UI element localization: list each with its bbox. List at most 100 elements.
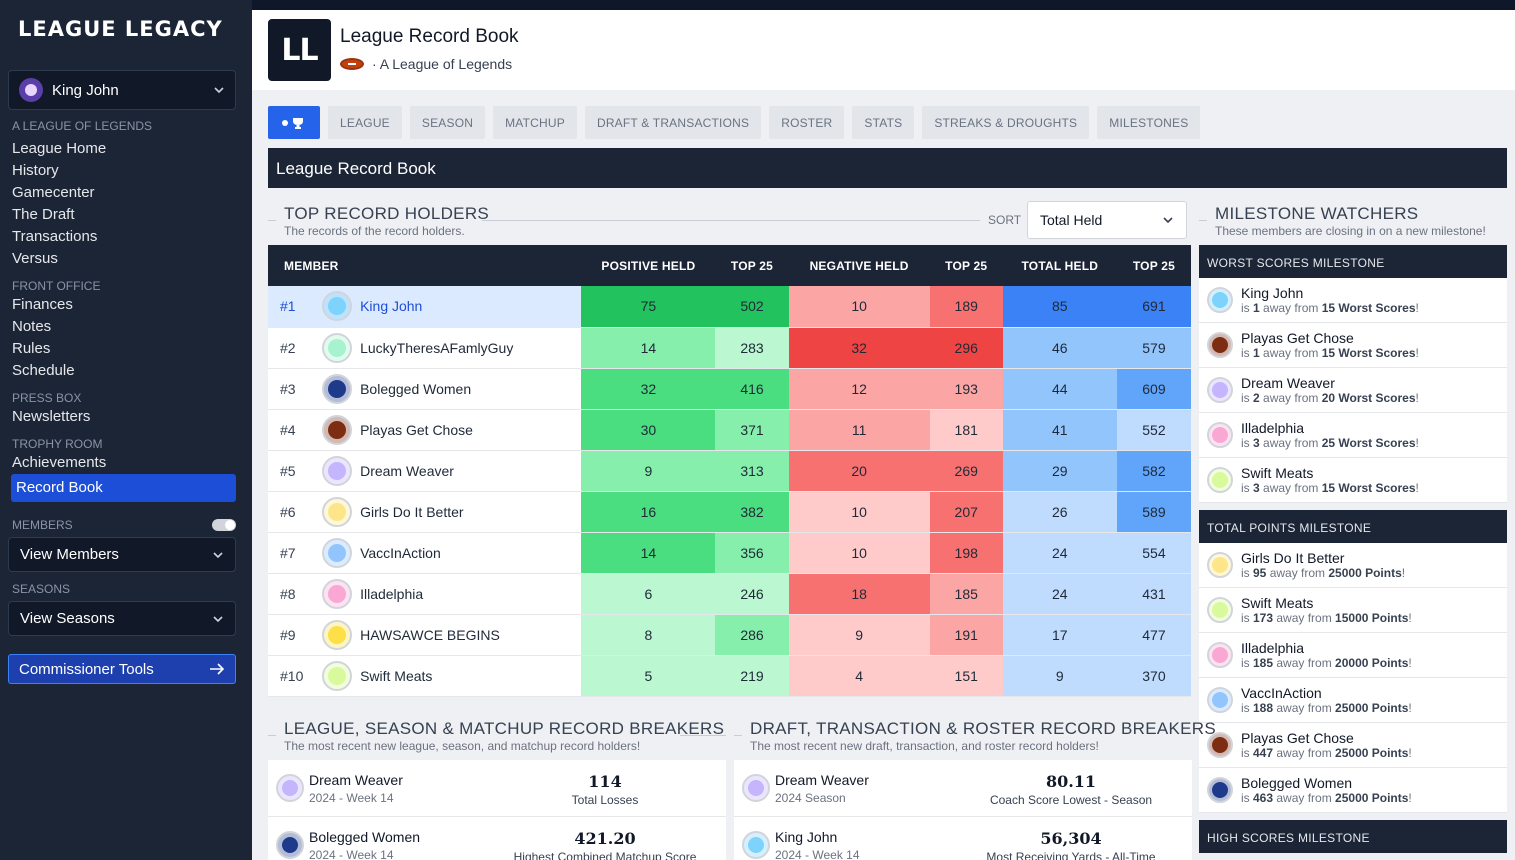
nav-newsletters[interactable]: Newsletters bbox=[12, 408, 91, 425]
col-positive-held[interactable]: POSITIVE HELD bbox=[581, 245, 716, 286]
breaker-value: 114 bbox=[588, 772, 622, 791]
nav-finances[interactable]: Finances bbox=[12, 296, 73, 313]
table-row[interactable]: #1 King John 75 502 10 189 85 691 bbox=[268, 286, 1191, 328]
rank-cell: #2 bbox=[268, 327, 319, 369]
member-name[interactable]: Bolegged Women bbox=[356, 368, 582, 410]
tab-milestones[interactable]: MILESTONES bbox=[1097, 106, 1201, 139]
divider bbox=[268, 735, 276, 736]
tab-roster[interactable]: ROSTER bbox=[769, 106, 845, 139]
milestone-item[interactable]: Swift Meats is 173 away from 15000 Points… bbox=[1199, 588, 1507, 633]
member-name[interactable]: Playas Get Chose bbox=[356, 409, 582, 451]
member-name[interactable]: VaccInAction bbox=[356, 532, 582, 574]
user-switcher[interactable]: King John bbox=[8, 70, 236, 110]
milestone-text: Playas Get Chose is 447 away from 25000 P… bbox=[1241, 730, 1412, 760]
worst-scores-heading: WORST SCORES MILESTONE bbox=[1199, 245, 1507, 278]
member-name[interactable]: Girls Do It Better bbox=[356, 491, 582, 533]
breaker-when: 2024 - Week 14 bbox=[775, 848, 860, 860]
sort-select[interactable]: Total Held bbox=[1027, 201, 1187, 239]
nav-history[interactable]: History bbox=[12, 162, 59, 179]
pos-cell: 5 bbox=[581, 655, 716, 697]
nav-record-book[interactable]: Record Book bbox=[11, 474, 236, 502]
nav-rules[interactable]: Rules bbox=[12, 340, 51, 357]
record-book-bar: League Record Book bbox=[268, 148, 1507, 188]
nav-the-draft[interactable]: The Draft bbox=[12, 206, 75, 223]
nav-gamecenter[interactable]: Gamecenter bbox=[12, 184, 95, 201]
member-name[interactable]: Illadelphia bbox=[356, 573, 582, 615]
table-row[interactable]: #6 Girls Do It Better 16 382 10 207 26 589 bbox=[268, 491, 1191, 533]
milestone-item[interactable]: VaccInAction is 188 away from 25000 Point… bbox=[1199, 678, 1507, 723]
breaker-item[interactable]: Dream Weaver 2024 Season 80.11 Coach Score … bbox=[734, 760, 1192, 817]
tab-streaks-droughts[interactable]: STREAKS & DROUGHTS bbox=[922, 106, 1090, 139]
members-toggle[interactable] bbox=[212, 519, 236, 531]
view-seasons-dropdown[interactable]: View Seasons bbox=[8, 601, 236, 636]
table-row[interactable]: #2 LuckyTheresAFamlyGuy 14 283 32 296 46 579 bbox=[268, 327, 1191, 369]
tab-league[interactable]: LEAGUE bbox=[328, 106, 402, 139]
member-avatar bbox=[322, 537, 353, 568]
milestone-item[interactable]: Girls Do It Better is 95 away from 25000 … bbox=[1199, 543, 1507, 588]
milestone-item[interactable]: Dream Weaver is 2 away from 20 Worst Scor… bbox=[1199, 368, 1507, 413]
view-members-dropdown[interactable]: View Members bbox=[8, 537, 236, 572]
breaker-item[interactable]: King John 2024 - Week 14 56,304 Most Receiv… bbox=[734, 817, 1192, 860]
milestone-item[interactable]: King John is 1 away from 15 Worst Scores! bbox=[1199, 278, 1507, 323]
col-total-top25[interactable]: TOP 25 bbox=[1116, 245, 1191, 286]
milestone-item[interactable]: Illadelphia is 3 away from 25 Worst Score… bbox=[1199, 413, 1507, 458]
nav-achievements[interactable]: Achievements bbox=[12, 454, 107, 471]
tab-stats[interactable]: STATS bbox=[852, 106, 915, 139]
nav-league-home[interactable]: League Home bbox=[12, 140, 107, 157]
avatar-cell bbox=[318, 491, 357, 533]
table-row[interactable]: #9 HAWSAWCE BEGINS 8 286 9 191 17 477 bbox=[268, 614, 1191, 656]
nav-versus[interactable]: Versus bbox=[12, 250, 58, 267]
milestone-mid: away from bbox=[1266, 566, 1329, 580]
milestone-item[interactable]: Playas Get Chose is 1 away from 15 Worst … bbox=[1199, 323, 1507, 368]
commissioner-tools-button[interactable]: Commissioner Tools bbox=[8, 654, 236, 684]
col-negative-held[interactable]: NEGATIVE HELD bbox=[788, 245, 930, 286]
milestone-goal: 15 Worst Scores bbox=[1321, 481, 1416, 495]
neg25-cell: 198 bbox=[929, 532, 1003, 574]
col-member[interactable]: MEMBER bbox=[268, 245, 582, 286]
member-name[interactable]: LuckyTheresAFamlyGuy bbox=[356, 327, 582, 369]
tab-matchup[interactable]: MATCHUP bbox=[493, 106, 577, 139]
table-row[interactable]: #5 Dream Weaver 9 313 20 269 29 582 bbox=[268, 450, 1191, 492]
avatar-cell bbox=[318, 409, 357, 451]
table-row[interactable]: #4 Playas Get Chose 30 371 11 181 41 552 bbox=[268, 409, 1191, 451]
milestone-text: Swift Meats is 173 away from 15000 Points… bbox=[1241, 595, 1412, 625]
table-row[interactable]: #3 Bolegged Women 32 416 12 193 44 609 bbox=[268, 368, 1191, 410]
breaker-avatar bbox=[276, 831, 304, 859]
member-name[interactable]: Dream Weaver bbox=[356, 450, 582, 492]
milestone-item[interactable]: Illadelphia is 185 away from 20000 Points… bbox=[1199, 633, 1507, 678]
nav-notes[interactable]: Notes bbox=[12, 318, 52, 335]
pos-cell: 32 bbox=[581, 368, 716, 410]
breaker-item[interactable]: Bolegged Women 2024 - Week 14 421.20 Highes… bbox=[268, 817, 726, 860]
milestone-item[interactable]: Swift Meats is 3 away from 15 Worst Score… bbox=[1199, 458, 1507, 503]
member-name[interactable]: King John bbox=[356, 286, 582, 328]
table-row[interactable]: #8 Illadelphia 6 246 18 185 24 431 bbox=[268, 573, 1191, 615]
table-row[interactable]: #7 VaccInAction 14 356 10 198 24 554 bbox=[268, 532, 1191, 574]
tot25-cell: 579 bbox=[1116, 327, 1191, 369]
league-name[interactable]: · A League of Legends bbox=[372, 56, 513, 72]
milestone-goal: 20 Worst Scores bbox=[1321, 391, 1416, 405]
member-name[interactable]: Swift Meats bbox=[356, 655, 582, 697]
tab-draft-transactions[interactable]: DRAFT & TRANSACTIONS bbox=[584, 106, 762, 139]
tab-overview[interactable] bbox=[268, 106, 320, 139]
milestone-text: Girls Do It Better is 95 away from 25000 … bbox=[1241, 550, 1405, 580]
milestone-pre: is bbox=[1241, 791, 1253, 805]
milestone-item[interactable]: Bolegged Women is 463 away from 25000 Poi… bbox=[1199, 768, 1507, 813]
milestone-count: 1 bbox=[1253, 346, 1260, 360]
rank-cell: #7 bbox=[268, 532, 319, 574]
nav-schedule[interactable]: Schedule bbox=[12, 362, 75, 379]
milestone-mid: away from bbox=[1259, 391, 1322, 405]
col-total-held[interactable]: TOTAL HELD bbox=[1002, 245, 1117, 286]
milestone-item[interactable]: Playas Get Chose is 447 away from 25000 P… bbox=[1199, 723, 1507, 768]
col-negative-top25[interactable]: TOP 25 bbox=[929, 245, 1003, 286]
breaker-item[interactable]: Dream Weaver 2024 - Week 14 114 Total Losse… bbox=[268, 760, 726, 817]
milestone-post: ! bbox=[1408, 746, 1412, 760]
brand-logo[interactable]: LEAGUE LEGACY bbox=[18, 17, 223, 41]
pos25-cell: 416 bbox=[715, 368, 789, 410]
nav-transactions[interactable]: Transactions bbox=[12, 228, 98, 245]
member-name[interactable]: HAWSAWCE BEGINS bbox=[356, 614, 582, 656]
tab-season[interactable]: SEASON bbox=[409, 106, 486, 139]
milestone-pre: is bbox=[1241, 391, 1253, 405]
tot25-cell: 552 bbox=[1116, 409, 1191, 451]
table-row[interactable]: #10 Swift Meats 5 219 4 151 9 370 bbox=[268, 655, 1191, 697]
col-positive-top25[interactable]: TOP 25 bbox=[715, 245, 789, 286]
